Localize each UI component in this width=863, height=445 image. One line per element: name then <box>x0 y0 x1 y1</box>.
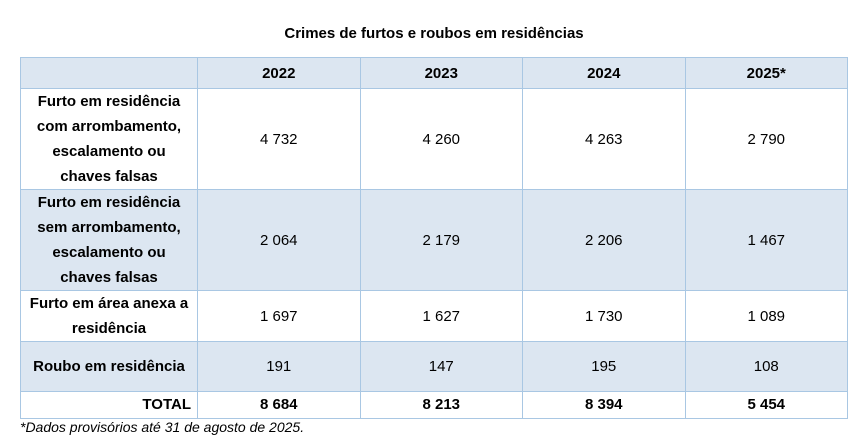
header-cell <box>20 57 198 89</box>
value-cell: 4 732 <box>197 88 361 190</box>
value-cell: 8 213 <box>359 391 523 419</box>
table-row: Roubo em residência 191 147 195 108 <box>20 341 848 392</box>
header-row: 2022 2023 2024 2025* <box>20 57 848 89</box>
value-cell: 8 394 <box>522 391 686 419</box>
header-cell: 2022 <box>197 57 361 89</box>
value-cell: 1 467 <box>684 189 848 291</box>
value-cell: 5 454 <box>684 391 848 419</box>
data-table: 2022 2023 2024 2025* Furto em residência… <box>20 57 848 419</box>
footnote: *Dados provisórios até 31 de agosto de 2… <box>20 419 305 435</box>
value-cell: 4 260 <box>359 88 523 190</box>
header-cell: 2024 <box>522 57 686 89</box>
table-row: Furto em residência sem arrombamento, es… <box>20 189 848 291</box>
row-label: Furto em residência com arrombamento, es… <box>20 88 198 190</box>
header-cell: 2025* <box>684 57 848 89</box>
table-title: Crimes de furtos e roubos em residências <box>284 25 584 42</box>
value-cell: 108 <box>684 341 848 392</box>
table-row: TOTAL 8 684 8 213 8 394 5 454 <box>20 391 848 419</box>
value-cell: 2 064 <box>197 189 361 291</box>
row-label: Furto em área anexa a residência <box>20 290 198 342</box>
table-row: Furto em área anexa a residência 1 697 1 6… <box>20 290 848 342</box>
value-cell: 2 179 <box>359 189 523 291</box>
row-label: TOTAL <box>20 391 198 419</box>
value-cell: 2 206 <box>522 189 686 291</box>
value-cell: 147 <box>359 341 523 392</box>
value-cell: 2 790 <box>684 88 848 190</box>
row-label: Roubo em residência <box>20 341 198 392</box>
value-cell: 1 627 <box>359 290 523 342</box>
value-cell: 1 730 <box>522 290 686 342</box>
value-cell: 1 089 <box>684 290 848 342</box>
value-cell: 195 <box>522 341 686 392</box>
header-cell: 2023 <box>359 57 523 89</box>
row-label: Furto em residência sem arrombamento, es… <box>20 189 198 291</box>
value-cell: 191 <box>197 341 361 392</box>
value-cell: 4 263 <box>522 88 686 190</box>
value-cell: 8 684 <box>197 391 361 419</box>
value-cell: 1 697 <box>197 290 361 342</box>
table-row: Furto em residência com arrombamento, es… <box>20 88 848 190</box>
